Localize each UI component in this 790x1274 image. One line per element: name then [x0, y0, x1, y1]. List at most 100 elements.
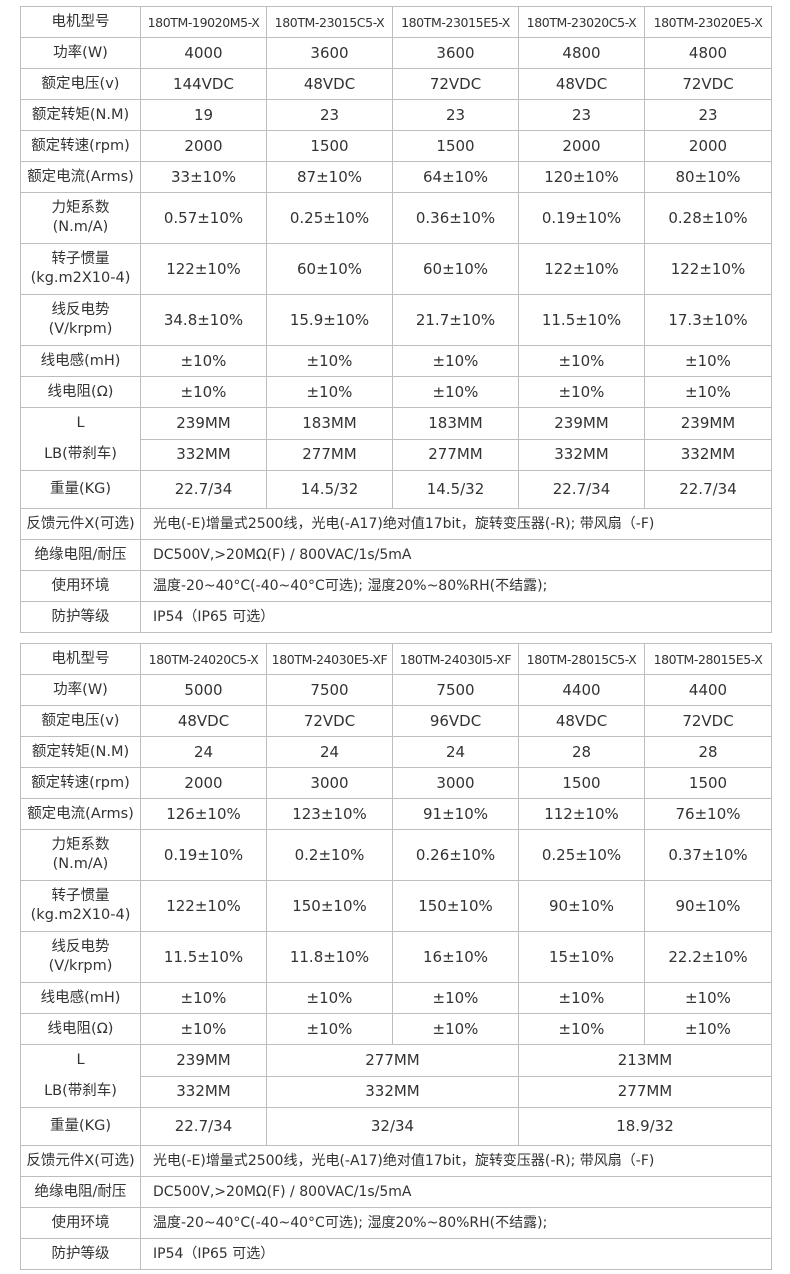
cell-value: 14.5/32 [392, 470, 519, 509]
row-label: 线电阻(Ω) [20, 1013, 141, 1045]
table-row: 线电感(mH) ±10% ±10% ±10% ±10% ±10% [20, 345, 772, 377]
row-label: 线电阻(Ω) [20, 376, 141, 408]
model-name: 180TM-24030E5-XF [266, 643, 393, 675]
row-label: 额定转矩(N.M) [20, 99, 141, 131]
table-row: 额定转矩(N.M) 24 24 24 28 28 [20, 736, 772, 768]
table-row: 功率(W) 5000 7500 7500 4400 4400 [20, 674, 772, 706]
cell-value: 72VDC [644, 68, 772, 100]
table-row: 额定电流(Arms) 126±10% 123±10% 91±10% 112±10% 76±… [20, 798, 772, 830]
cell-value: 3600 [392, 37, 519, 69]
row-label: 反馈元件X(可选) [20, 508, 141, 540]
cell-value: ±10% [392, 376, 519, 408]
cell-value: 22.7/34 [140, 470, 267, 509]
cell-value: 14.5/32 [266, 470, 393, 509]
cell-value: 11.8±10% [266, 931, 393, 983]
cell-value: 7500 [392, 674, 519, 706]
cell-value: 11.5±10% [518, 294, 645, 346]
model-name: 180TM-19020M5-X [140, 6, 267, 38]
cell-value: ±10% [644, 1013, 772, 1045]
cell-value: 24 [140, 736, 267, 768]
table-row: 力矩系数 (N.m/A) 0.57±10% 0.25±10% 0.36±10% 0.19… [20, 192, 772, 244]
cell-value: 90±10% [644, 880, 772, 932]
cell-value: 277MM [266, 438, 393, 471]
spec-table: 电机型号 180TM-24020C5-X 180TM-24030E5-XF 180TM… [20, 643, 772, 1270]
note-text: DC500V,>20MΩ(F) / 800VAC/1s/5mA [140, 539, 772, 571]
cell-value: 28 [644, 736, 772, 768]
row-label: 额定转速(rpm) [20, 767, 141, 799]
table-row: 防护等级 IP54（IP65 可选） [20, 1238, 772, 1270]
cell-value: 277MM [266, 1044, 519, 1077]
table-row: 线电阻(Ω) ±10% ±10% ±10% ±10% ±10% [20, 376, 772, 408]
cell-value: 150±10% [392, 880, 519, 932]
note-text: 温度-20~40°C(-40~40°C可选); 湿度20%~80%RH(不结露)… [140, 570, 772, 602]
cell-value: 23 [644, 99, 772, 131]
cell-value: 72VDC [266, 705, 393, 737]
cell-value: 239MM [140, 1044, 267, 1077]
cell-value: ±10% [518, 1013, 645, 1045]
dim-label: L [76, 1052, 85, 1068]
cell-value: ±10% [644, 982, 772, 1014]
table-row: 332MM 332MM 277MM [21, 1075, 772, 1108]
table-row: 功率(W) 4000 3600 3600 4800 4800 [20, 37, 772, 69]
cell-value: 15.9±10% [266, 294, 393, 346]
model-name: 180TM-28015C5-X [518, 643, 645, 675]
cell-value: 4800 [644, 37, 772, 69]
table-row: 绝缘电阻/耐压 DC500V,>20MΩ(F) / 800VAC/1s/5mA [20, 1176, 772, 1208]
cell-value: 24 [266, 736, 393, 768]
row-label: 转子惯量 (kg.m2X10-4) [20, 243, 141, 295]
dim-label: L [76, 415, 85, 431]
cell-value: 48VDC [518, 705, 645, 737]
cell-value: 183MM [392, 407, 519, 440]
cell-value: ±10% [518, 982, 645, 1014]
cell-value: 0.25±10% [518, 829, 645, 881]
model-name: 180TM-23020C5-X [518, 6, 645, 38]
cell-value: 0.2±10% [266, 829, 393, 881]
table-row: 额定转速(rpm) 2000 1500 1500 2000 2000 [20, 130, 772, 162]
dim-label: LB(带刹车) [44, 446, 117, 462]
row-label: 使用环境 [20, 1207, 141, 1239]
cell-value: ±10% [140, 345, 267, 377]
row-label: 使用环境 [20, 570, 141, 602]
cell-value: 1500 [266, 130, 393, 162]
row-label: 反馈元件X(可选) [20, 1145, 141, 1177]
model-name: 180TM-28015E5-X [644, 643, 772, 675]
table-row: 线反电势 (V/krpm) 34.8±10% 15.9±10% 21.7±10% 11.… [20, 294, 772, 346]
row-label: 线反电势 (V/krpm) [20, 294, 141, 346]
cell-value: 4400 [518, 674, 645, 706]
table-row: 重量(KG) 22.7/34 32/34 18.9/32 [20, 1107, 772, 1146]
table-row: 额定电流(Arms) 33±10% 87±10% 64±10% 120±10% 80±10… [20, 161, 772, 193]
table-row: L LB(带刹车) 239MM 183MM 183MM 239MM 239MM [20, 407, 772, 471]
table-row: 线电感(mH) ±10% ±10% ±10% ±10% ±10% [20, 982, 772, 1014]
cell-value: 0.36±10% [392, 192, 519, 244]
cell-value: 28 [518, 736, 645, 768]
cell-value: 239MM [518, 407, 645, 440]
cell-value: 72VDC [392, 68, 519, 100]
cell-value: 23 [392, 99, 519, 131]
cell-value: 76±10% [644, 798, 772, 830]
note-text: 光电(-E)增量式2500线，光电(-A17)绝对值17bit，旋转变压器(-R… [140, 508, 772, 540]
cell-value: 122±10% [644, 243, 772, 295]
table-row: 使用环境 温度-20~40°C(-40~40°C可选); 湿度20%~80%RH(… [20, 570, 772, 602]
cell-value: 91±10% [392, 798, 519, 830]
cell-value: 60±10% [392, 243, 519, 295]
cell-value: 2000 [644, 130, 772, 162]
cell-value: 120±10% [518, 161, 645, 193]
row-label: 线电感(mH) [20, 345, 141, 377]
cell-value: 2000 [518, 130, 645, 162]
table-row: 重量(KG) 22.7/34 14.5/32 14.5/32 22.7/34 22.7/3… [20, 470, 772, 509]
model-name: 180TM-23015C5-X [266, 6, 393, 38]
cell-value: 239MM [140, 407, 267, 440]
note-text: IP54（IP65 可选） [140, 601, 772, 633]
cell-value: 1500 [518, 767, 645, 799]
table-row: 防护等级 IP54（IP65 可选） [20, 601, 772, 633]
cell-value: 0.26±10% [392, 829, 519, 881]
model-name: 180TM-24020C5-X [140, 643, 267, 675]
cell-value: 332MM [140, 438, 267, 471]
cell-value: 0.37±10% [644, 829, 772, 881]
cell-value: 48VDC [140, 705, 267, 737]
cell-value: 122±10% [518, 243, 645, 295]
model-name: 180TM-23015E5-X [392, 6, 519, 38]
row-label: 绝缘电阻/耐压 [20, 1176, 141, 1208]
row-label: 额定转速(rpm) [20, 130, 141, 162]
table-row: 额定转速(rpm) 2000 3000 3000 1500 1500 [20, 767, 772, 799]
